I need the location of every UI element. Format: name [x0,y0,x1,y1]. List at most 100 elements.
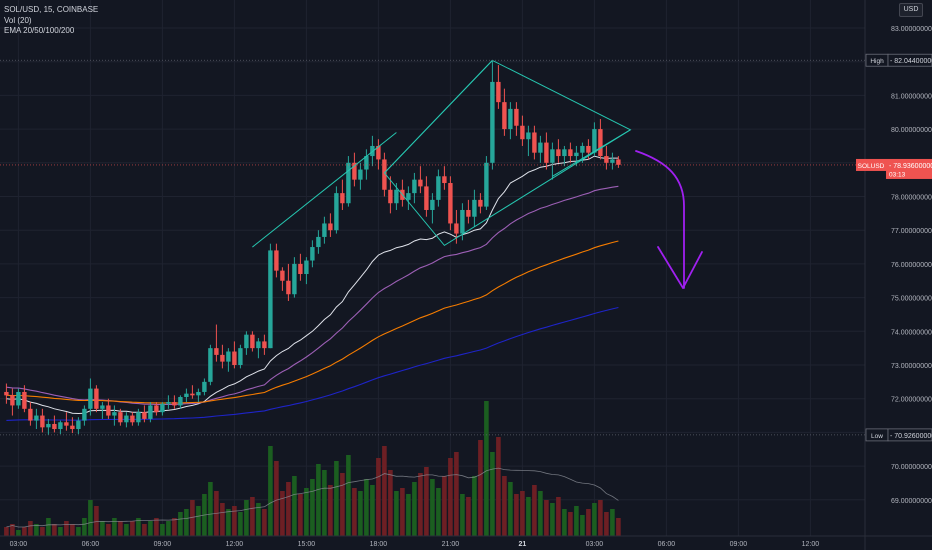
candle-body [166,402,171,404]
volume-bar [280,491,285,536]
candle-body [10,395,15,406]
candle-body [454,223,459,234]
volume-bar [520,491,525,536]
symbol-title[interactable]: SOL/USD, 15, COINBASE [4,5,99,14]
ema-indicator-label[interactable]: EMA 20/50/100/200 [4,26,75,35]
candle-body [106,405,111,416]
time-tick-label: 06:00 [82,541,100,548]
trendline-diamond-top[interactable] [384,60,493,174]
volume-bar [496,437,501,536]
trendline-break[interactable] [552,129,631,177]
ema200-line [6,306,619,421]
volume-bar [124,524,129,536]
volume-bar [208,482,213,536]
candle-body [358,169,363,180]
candle-body [388,189,393,204]
volume-bar [460,494,465,536]
low-value: - 70.92600000 [890,433,932,440]
trendline-upper[interactable] [252,132,397,248]
candle-body [376,145,381,160]
candle-body [340,193,345,204]
candle-body [280,270,285,281]
volume-bar [598,500,603,536]
candle-body [364,156,369,170]
volume-bar [562,509,567,536]
volume-bar [136,518,141,536]
time-tick-label: 03:00 [10,541,28,548]
time-tick-label: 06:00 [658,541,676,548]
volume-bar [610,509,615,536]
volume-bar [160,524,165,536]
volume-bar [358,491,363,536]
volume-bar [94,506,99,536]
volume-bar [448,458,453,536]
candle-body [508,108,513,130]
candle-body [568,149,573,157]
diamond-pattern[interactable] [383,59,632,247]
volume-bar [616,518,621,536]
candle-body [244,334,249,349]
volume-bar [424,467,429,536]
forecast-arrow-head[interactable] [657,246,703,289]
ema-lines [6,155,619,421]
price-tick-label: 75.00000000 [891,296,932,303]
volume-bar [148,521,153,536]
volume-bar [466,497,471,536]
candle-body [172,402,177,406]
candle-body [292,263,297,295]
volume-bar [52,524,57,536]
candle-body [286,280,291,295]
forecast-arrow[interactable] [635,150,685,289]
candle-body [58,422,63,430]
volume-bar [190,500,195,536]
candle-body [604,156,609,163]
high-value-tag [887,53,932,67]
price-tick-label: 72.00000000 [891,397,932,404]
candle-body [394,189,399,204]
volume-bar [406,494,411,536]
volume-bar [436,488,441,536]
high-value: - 82.04400000 [890,58,932,65]
volume-bar [352,488,357,536]
candle-body [352,162,357,180]
price-tick-label: 76.00000000 [891,262,932,269]
candle-body [328,223,333,231]
candle-body [94,388,99,409]
volume-bar [364,479,369,536]
volume-bar [430,479,435,536]
volume-bar [592,503,597,536]
volume-indicator-label[interactable]: Vol (20) [4,16,32,25]
candle-body [550,149,555,163]
candle-body [178,397,183,406]
candle-body [472,199,477,217]
price-tick-label: 77.00000000 [891,228,932,235]
volume-bar [550,503,555,536]
candle-body [250,334,255,349]
candle-body [4,391,9,396]
candle-body [208,348,213,382]
volume-bar [256,503,261,536]
candle-body [28,408,33,421]
volume-bar [4,527,9,536]
volume-bar [142,524,147,536]
volume-bar [46,518,51,536]
volume-bar [226,509,231,536]
candle-body [424,186,429,210]
high-label: High [870,58,884,65]
volume-bar [130,521,135,536]
price-tick-label: 83.00000000 [891,26,932,33]
time-tick-label: 09:00 [730,541,748,548]
candle-body [136,412,141,423]
volume-bar [586,509,591,536]
candle-body [526,132,531,140]
volume-bar [574,506,579,536]
price-tick-label: 70.00000000 [891,464,932,471]
volume-bar [178,512,183,536]
candle-body [34,415,39,421]
candle-body [238,348,243,365]
price-tick-label: 73.00000000 [891,363,932,370]
volume-bar [118,521,123,536]
volume-bar [304,488,309,536]
currency-button[interactable]: USD [899,3,923,17]
